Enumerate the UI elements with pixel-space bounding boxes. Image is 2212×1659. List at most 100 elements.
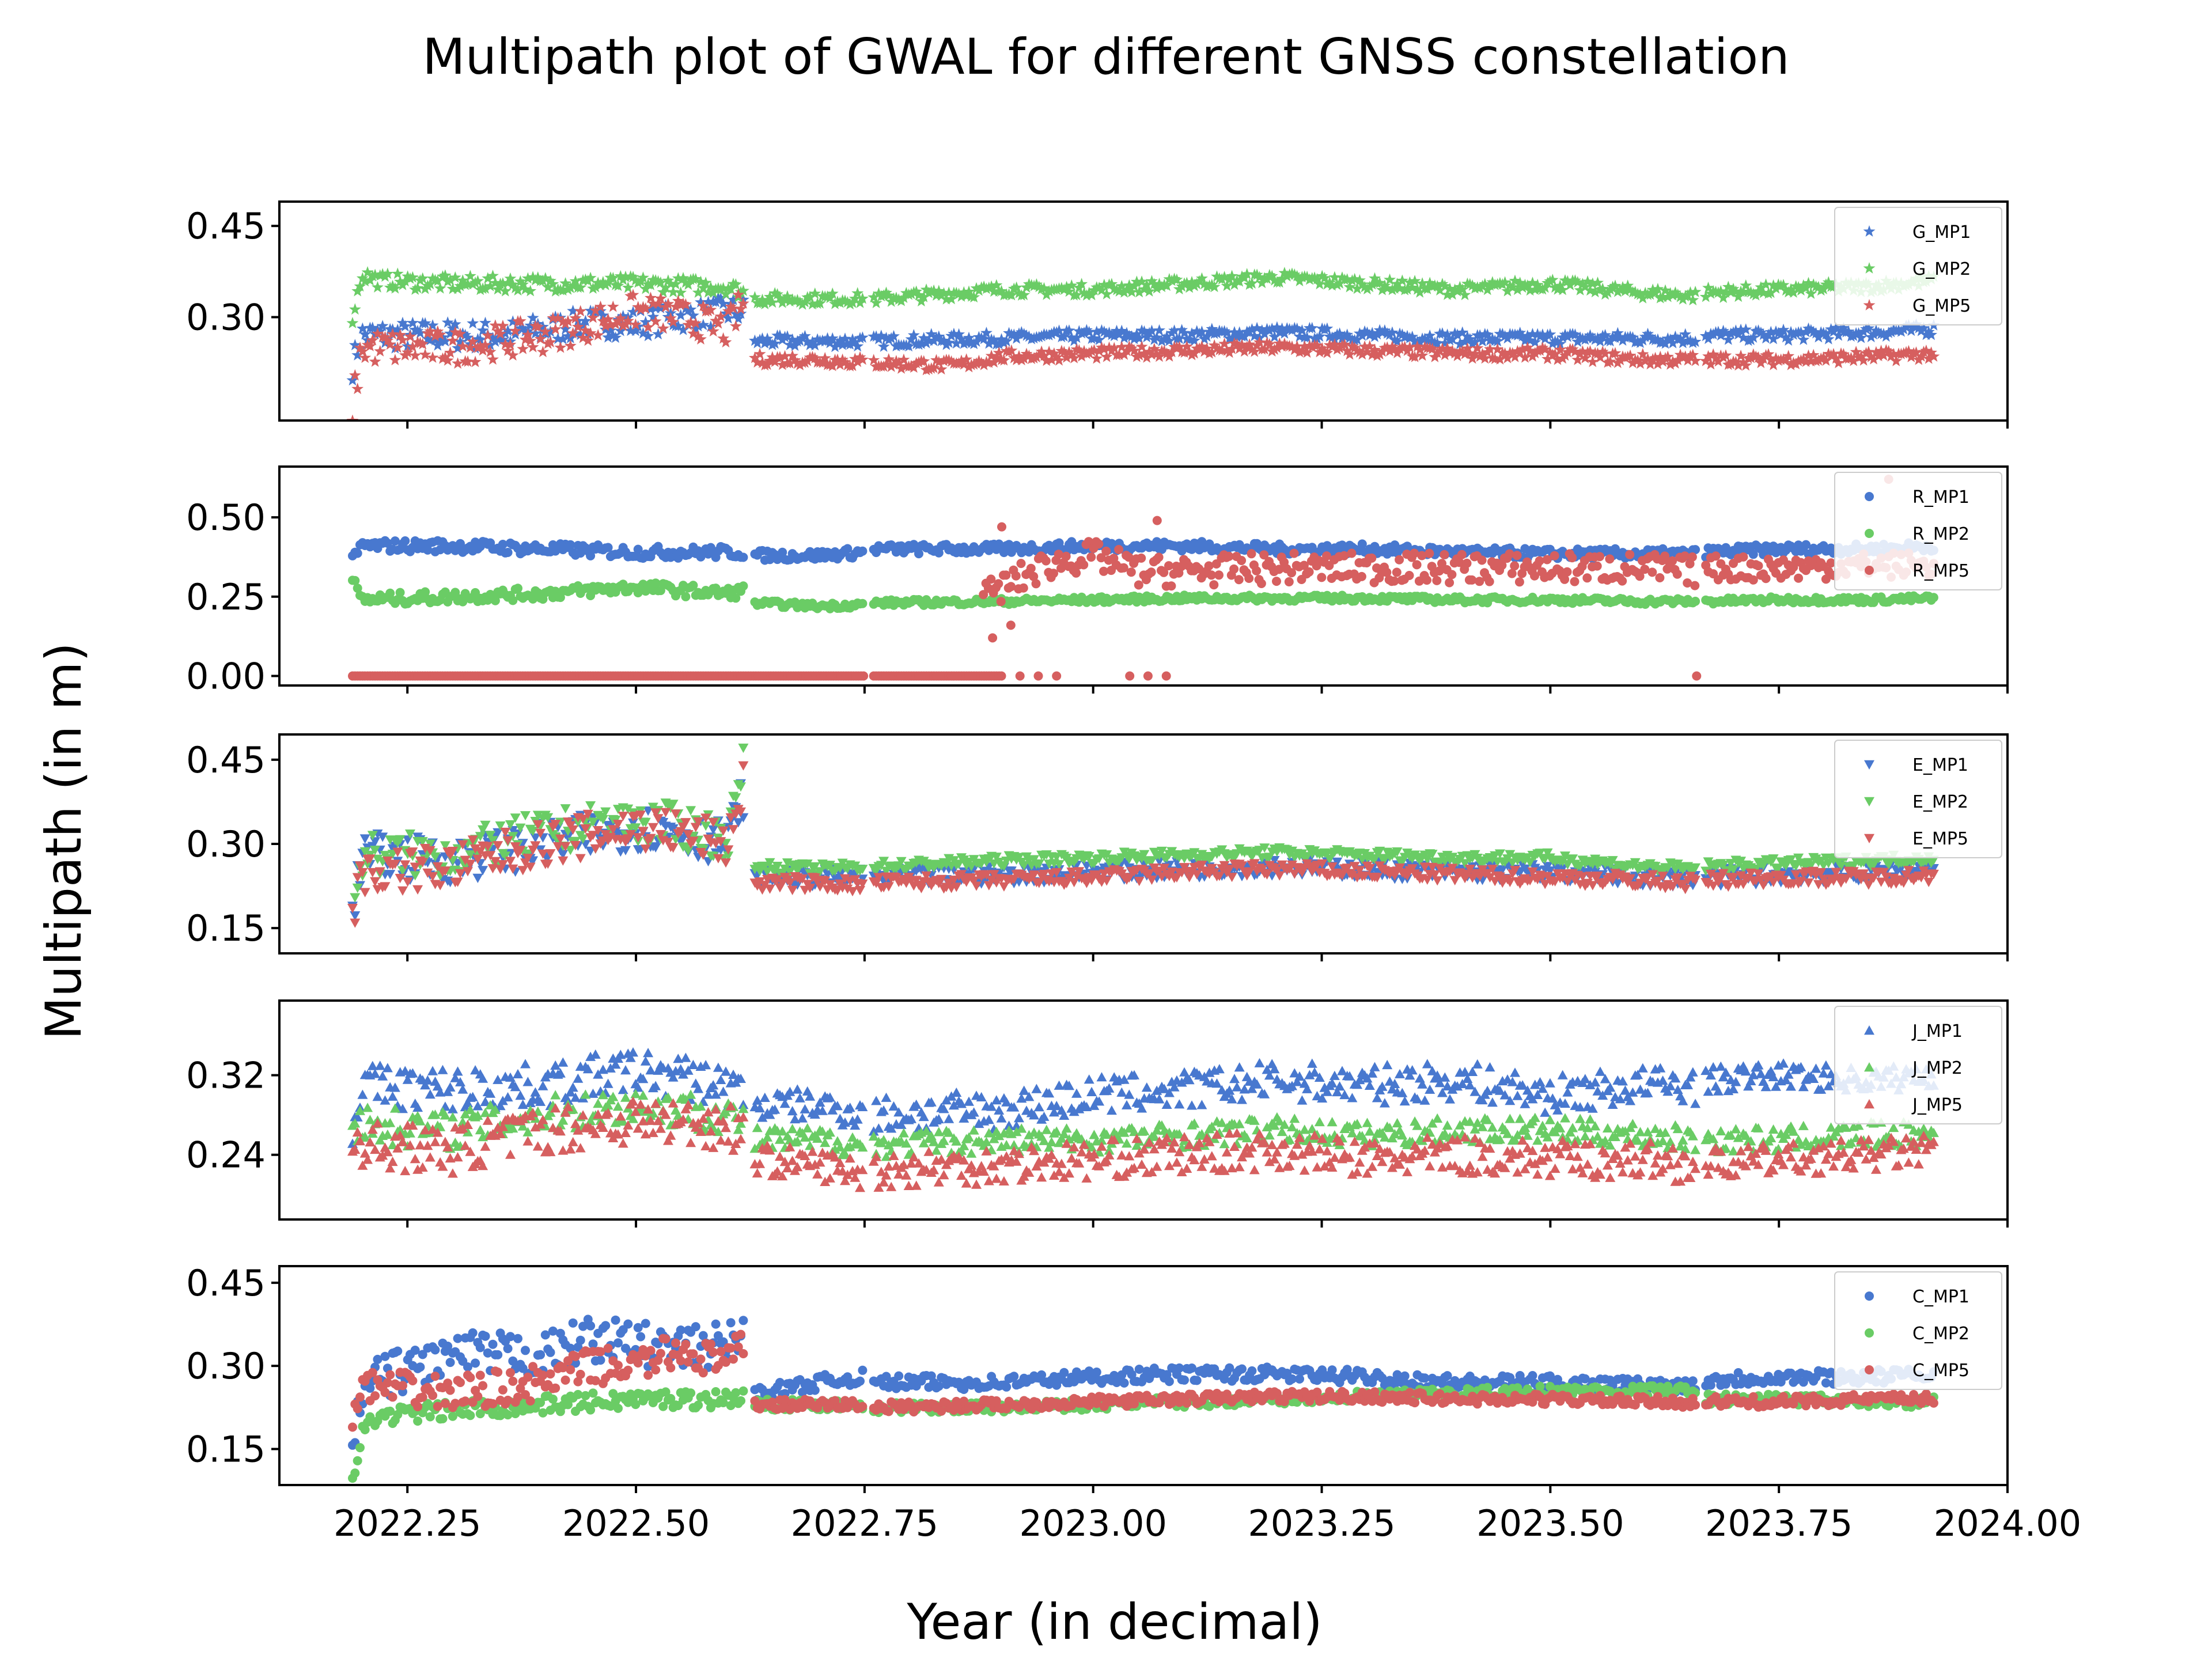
plot-area-E xyxy=(347,743,1939,928)
data-point xyxy=(1567,553,1577,563)
data-point xyxy=(1872,350,1885,362)
data-point xyxy=(994,579,1003,589)
data-point xyxy=(675,286,687,298)
data-point xyxy=(376,320,389,332)
data-point xyxy=(1512,551,1522,560)
series-R_MP2 xyxy=(348,575,1938,613)
data-point xyxy=(991,853,1002,862)
data-point xyxy=(1233,326,1246,338)
data-point xyxy=(356,345,369,357)
data-point xyxy=(1618,576,1627,586)
data-point xyxy=(1586,332,1599,343)
data-point xyxy=(942,286,955,298)
data-point xyxy=(727,302,740,314)
data-point xyxy=(366,334,379,346)
data-point xyxy=(409,349,422,361)
data-point xyxy=(1369,272,1381,284)
data-point xyxy=(594,305,607,317)
data-point xyxy=(499,338,512,350)
data-point xyxy=(1421,283,1434,294)
data-point xyxy=(649,315,662,327)
data-point xyxy=(1171,273,1183,285)
data-point xyxy=(1456,326,1469,338)
data-point xyxy=(1073,325,1085,337)
data-point xyxy=(1084,852,1094,862)
data-point xyxy=(1536,328,1549,340)
y-tick-label: 0.00 xyxy=(186,655,266,697)
data-point xyxy=(1797,334,1810,345)
data-point xyxy=(366,321,379,334)
data-point xyxy=(1802,322,1815,334)
data-point xyxy=(1507,569,1517,578)
data-point xyxy=(350,893,361,903)
data-point xyxy=(1554,338,1566,350)
data-point xyxy=(1486,276,1499,288)
data-point xyxy=(387,328,399,340)
data-point xyxy=(349,303,361,315)
data-point xyxy=(1700,866,1711,876)
data-point xyxy=(1018,861,1029,870)
data-point xyxy=(361,266,374,278)
data-point xyxy=(1642,353,1654,365)
data-point xyxy=(1614,331,1627,343)
data-point xyxy=(1440,550,1449,559)
data-point xyxy=(849,336,861,348)
data-point xyxy=(1797,279,1810,291)
data-point xyxy=(774,351,786,363)
data-point xyxy=(1527,328,1539,339)
axes-frame xyxy=(278,465,2009,687)
data-point xyxy=(1910,346,1922,358)
data-point xyxy=(1562,567,1572,577)
data-point xyxy=(677,323,690,335)
data-point xyxy=(645,291,657,304)
data-point xyxy=(456,539,465,548)
data-point xyxy=(652,328,664,340)
data-point xyxy=(888,329,900,342)
data-point xyxy=(826,359,839,372)
data-point xyxy=(479,339,491,351)
data-point xyxy=(1560,574,1570,584)
data-point xyxy=(434,282,446,294)
data-point xyxy=(762,867,773,877)
data-point xyxy=(1431,337,1444,349)
data-point xyxy=(1316,270,1328,282)
data-point xyxy=(794,296,806,308)
data-point xyxy=(737,285,749,296)
data-point xyxy=(1438,336,1451,349)
data-point xyxy=(520,811,531,821)
data-point xyxy=(1341,344,1354,357)
data-point xyxy=(1457,550,1467,559)
data-point xyxy=(1005,289,1018,301)
data-point xyxy=(1679,350,1692,362)
data-point xyxy=(1321,346,1334,358)
data-point xyxy=(722,312,734,324)
data-point xyxy=(690,317,702,329)
data-point xyxy=(1022,330,1035,342)
data-point xyxy=(882,353,895,365)
data-point xyxy=(880,286,892,298)
data-point xyxy=(404,330,416,342)
data-point xyxy=(411,282,424,294)
data-point xyxy=(1622,279,1634,291)
data-point xyxy=(1251,268,1263,281)
x-axis-label: Year (in decimal) xyxy=(906,1593,1322,1651)
data-point xyxy=(400,536,410,546)
data-point xyxy=(1031,278,1043,290)
data-point xyxy=(1423,329,1436,341)
data-point xyxy=(541,337,554,349)
data-point xyxy=(1150,331,1163,343)
data-point xyxy=(988,633,998,643)
data-point xyxy=(389,354,402,366)
data-point xyxy=(1747,331,1760,343)
data-point xyxy=(1068,351,1081,363)
data-point xyxy=(652,297,664,309)
data-point xyxy=(1326,331,1338,343)
data-point xyxy=(1386,326,1399,338)
data-point xyxy=(1208,339,1221,351)
data-point xyxy=(1391,335,1404,347)
data-point xyxy=(507,832,518,842)
data-point xyxy=(1406,330,1419,342)
data-point xyxy=(669,300,682,312)
data-point xyxy=(774,291,786,304)
data-point xyxy=(1022,349,1035,361)
